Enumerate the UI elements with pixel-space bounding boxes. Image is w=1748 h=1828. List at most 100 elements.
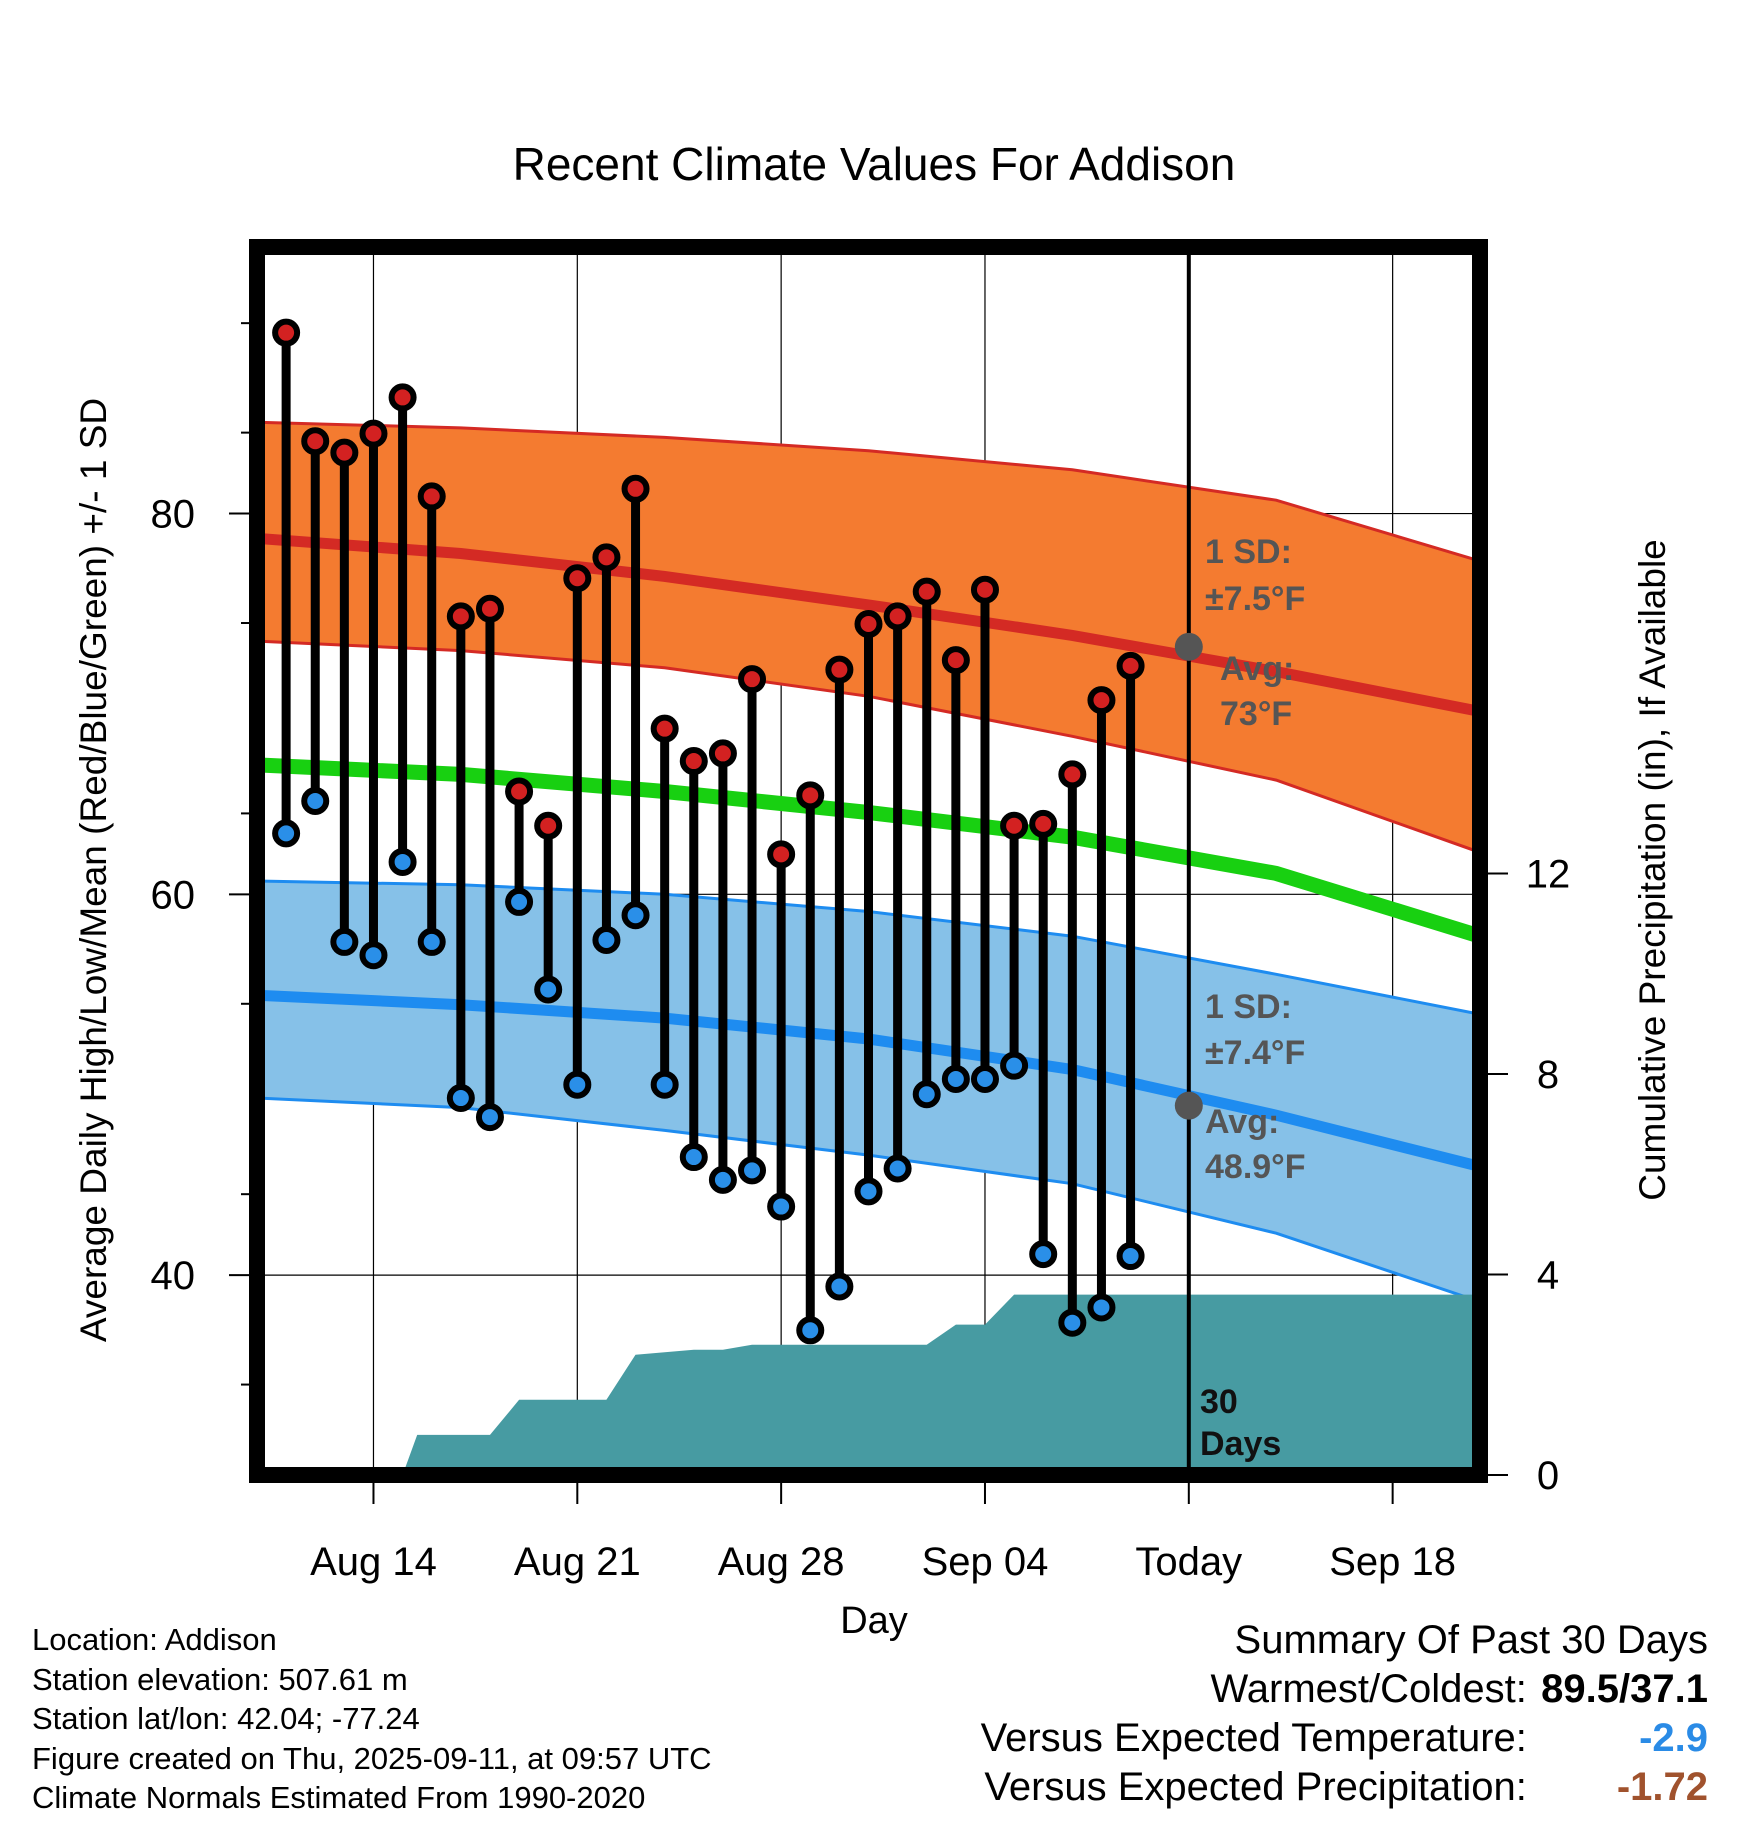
daily-low-point	[417, 927, 446, 956]
daily-high-point	[854, 609, 883, 638]
daily-low-point	[679, 1143, 708, 1172]
daily-low-point	[272, 819, 301, 848]
daily-low-point	[970, 1064, 999, 1093]
daily-low-point	[301, 787, 330, 816]
daily-high-point	[446, 602, 475, 631]
daily-low-point	[912, 1080, 941, 1109]
plot-area	[257, 247, 1480, 1475]
x-tick-label: Sep 04	[922, 1540, 1049, 1584]
daily-high-point	[475, 594, 504, 623]
y-axis-label-left: Average Daily High/Low/Mean (Red/Blue/Gr…	[73, 398, 114, 1342]
daily-low-point	[621, 901, 650, 930]
daily-high-point	[825, 655, 854, 684]
daily-high-point	[621, 474, 650, 503]
daily-low-point	[1087, 1293, 1116, 1322]
daily-low-point	[330, 927, 359, 956]
precip-value: -1.72	[1616, 1765, 1708, 1809]
daily-low-point	[854, 1177, 883, 1206]
low-avg-value: 48.9°F	[1205, 1148, 1306, 1186]
high-normal-line	[257, 532, 1480, 717]
warmest-coldest-label: Warmest/Coldest:	[1210, 1667, 1527, 1711]
x-tick-label: Aug 28	[718, 1540, 845, 1584]
daily-high-point	[1116, 651, 1145, 680]
daily-high-point	[301, 427, 330, 456]
precip-label: Versus Expected Precipitation:	[984, 1765, 1527, 1809]
y-axis-label-right: Cumulative Precipitation (in), If Availa…	[1632, 539, 1673, 1201]
temp-value: -2.9	[1639, 1716, 1708, 1760]
y-right-tick-label: 8	[1537, 1053, 1559, 1097]
normals-text: Climate Normals Estimated From 1990-2020	[32, 1780, 646, 1815]
daily-low-point	[796, 1316, 825, 1345]
daily-low-point	[883, 1154, 912, 1183]
daily-high-point	[417, 482, 446, 511]
elevation-text: Station elevation: 507.61 m	[32, 1661, 408, 1697]
high-avg-label: Avg:	[1220, 650, 1294, 688]
daily-high-point	[388, 383, 417, 412]
location-text: Location: Addison	[32, 1622, 277, 1657]
daily-high-point	[650, 714, 679, 743]
daily-low-point	[650, 1070, 679, 1099]
daily-high-point	[912, 577, 941, 606]
daily-low-point	[738, 1156, 767, 1185]
summary-title: Summary Of Past 30 Days	[1234, 1618, 1708, 1662]
daily-low-point	[563, 1070, 592, 1099]
daily-low-point	[534, 975, 563, 1004]
high-sd-upper-edge	[257, 420, 1480, 563]
daily-low-point	[388, 847, 417, 876]
summary-warmest-coldest: Warmest/Coldest: 89.5/37.1	[981, 1665, 1709, 1714]
high-sd-label: 1 SD:	[1205, 533, 1292, 571]
x-tick-label: Sep 18	[1329, 1540, 1456, 1584]
station-info: Location: Addison Station elevation: 507…	[32, 1620, 712, 1818]
y-right-tick-label: 12	[1526, 853, 1571, 897]
daily-high-point	[505, 777, 534, 806]
daily-low-point	[708, 1165, 737, 1194]
precip-days-number: 30	[1200, 1383, 1238, 1421]
daily-low-point	[825, 1272, 854, 1301]
daily-low-point	[359, 941, 388, 970]
high-avg-value: 73°F	[1220, 695, 1292, 733]
daily-high-point	[941, 646, 970, 675]
daily-high-point	[359, 419, 388, 448]
x-tick-label: Today	[1135, 1540, 1242, 1584]
x-tick-label: Aug 14	[310, 1540, 437, 1584]
temp-label: Versus Expected Temperature:	[980, 1716, 1527, 1760]
precip-area	[402, 1294, 1480, 1475]
daily-high-point	[534, 811, 563, 840]
y-left-tick-label: 60	[151, 873, 196, 917]
low-sd-label: 1 SD:	[1205, 988, 1292, 1026]
daily-high-point	[1000, 811, 1029, 840]
y-right-tick-label: 0	[1537, 1454, 1559, 1498]
today-high-avg-marker	[1174, 632, 1203, 661]
daily-low-point	[1116, 1242, 1145, 1271]
y-right-tick-label: 4	[1537, 1254, 1559, 1298]
daily-high-point	[1087, 686, 1116, 715]
y-left-tick-label: 40	[151, 1254, 196, 1298]
latlon-text: Station lat/lon: 42.04; -77.24	[32, 1701, 420, 1736]
summary-temperature: Versus Expected Temperature: -2.9	[981, 1714, 1708, 1763]
daily-high-point	[796, 781, 825, 810]
daily-high-point	[738, 665, 767, 694]
daily-low-point	[446, 1084, 475, 1113]
daily-low-point	[941, 1064, 970, 1093]
x-tick-label: Aug 21	[514, 1540, 641, 1584]
daily-high-point	[970, 575, 999, 604]
today-low-avg-marker	[1174, 1091, 1203, 1120]
daily-high-point	[563, 564, 592, 593]
daily-high-point	[1029, 809, 1058, 838]
daily-high-point	[767, 840, 796, 869]
summary-precipitation: Versus Expected Precipitation: -1.72	[981, 1763, 1708, 1812]
daily-high-point	[883, 602, 912, 631]
daily-low-point	[592, 926, 621, 955]
daily-low-point	[475, 1103, 504, 1132]
daily-low-point	[1058, 1308, 1087, 1337]
daily-high-point	[330, 438, 359, 467]
daily-low-point	[767, 1192, 796, 1221]
daily-high-point	[708, 739, 737, 768]
x-axis-label: Day	[840, 1600, 908, 1642]
daily-high-point	[272, 318, 301, 347]
warmest-coldest-value: 89.5/37.1	[1541, 1667, 1708, 1711]
precip-days-label: Days	[1200, 1425, 1281, 1463]
created-text: Figure created on Thu, 2025-09-11, at 09…	[32, 1740, 712, 1776]
high-sd-value: ±7.5°F	[1205, 580, 1305, 618]
